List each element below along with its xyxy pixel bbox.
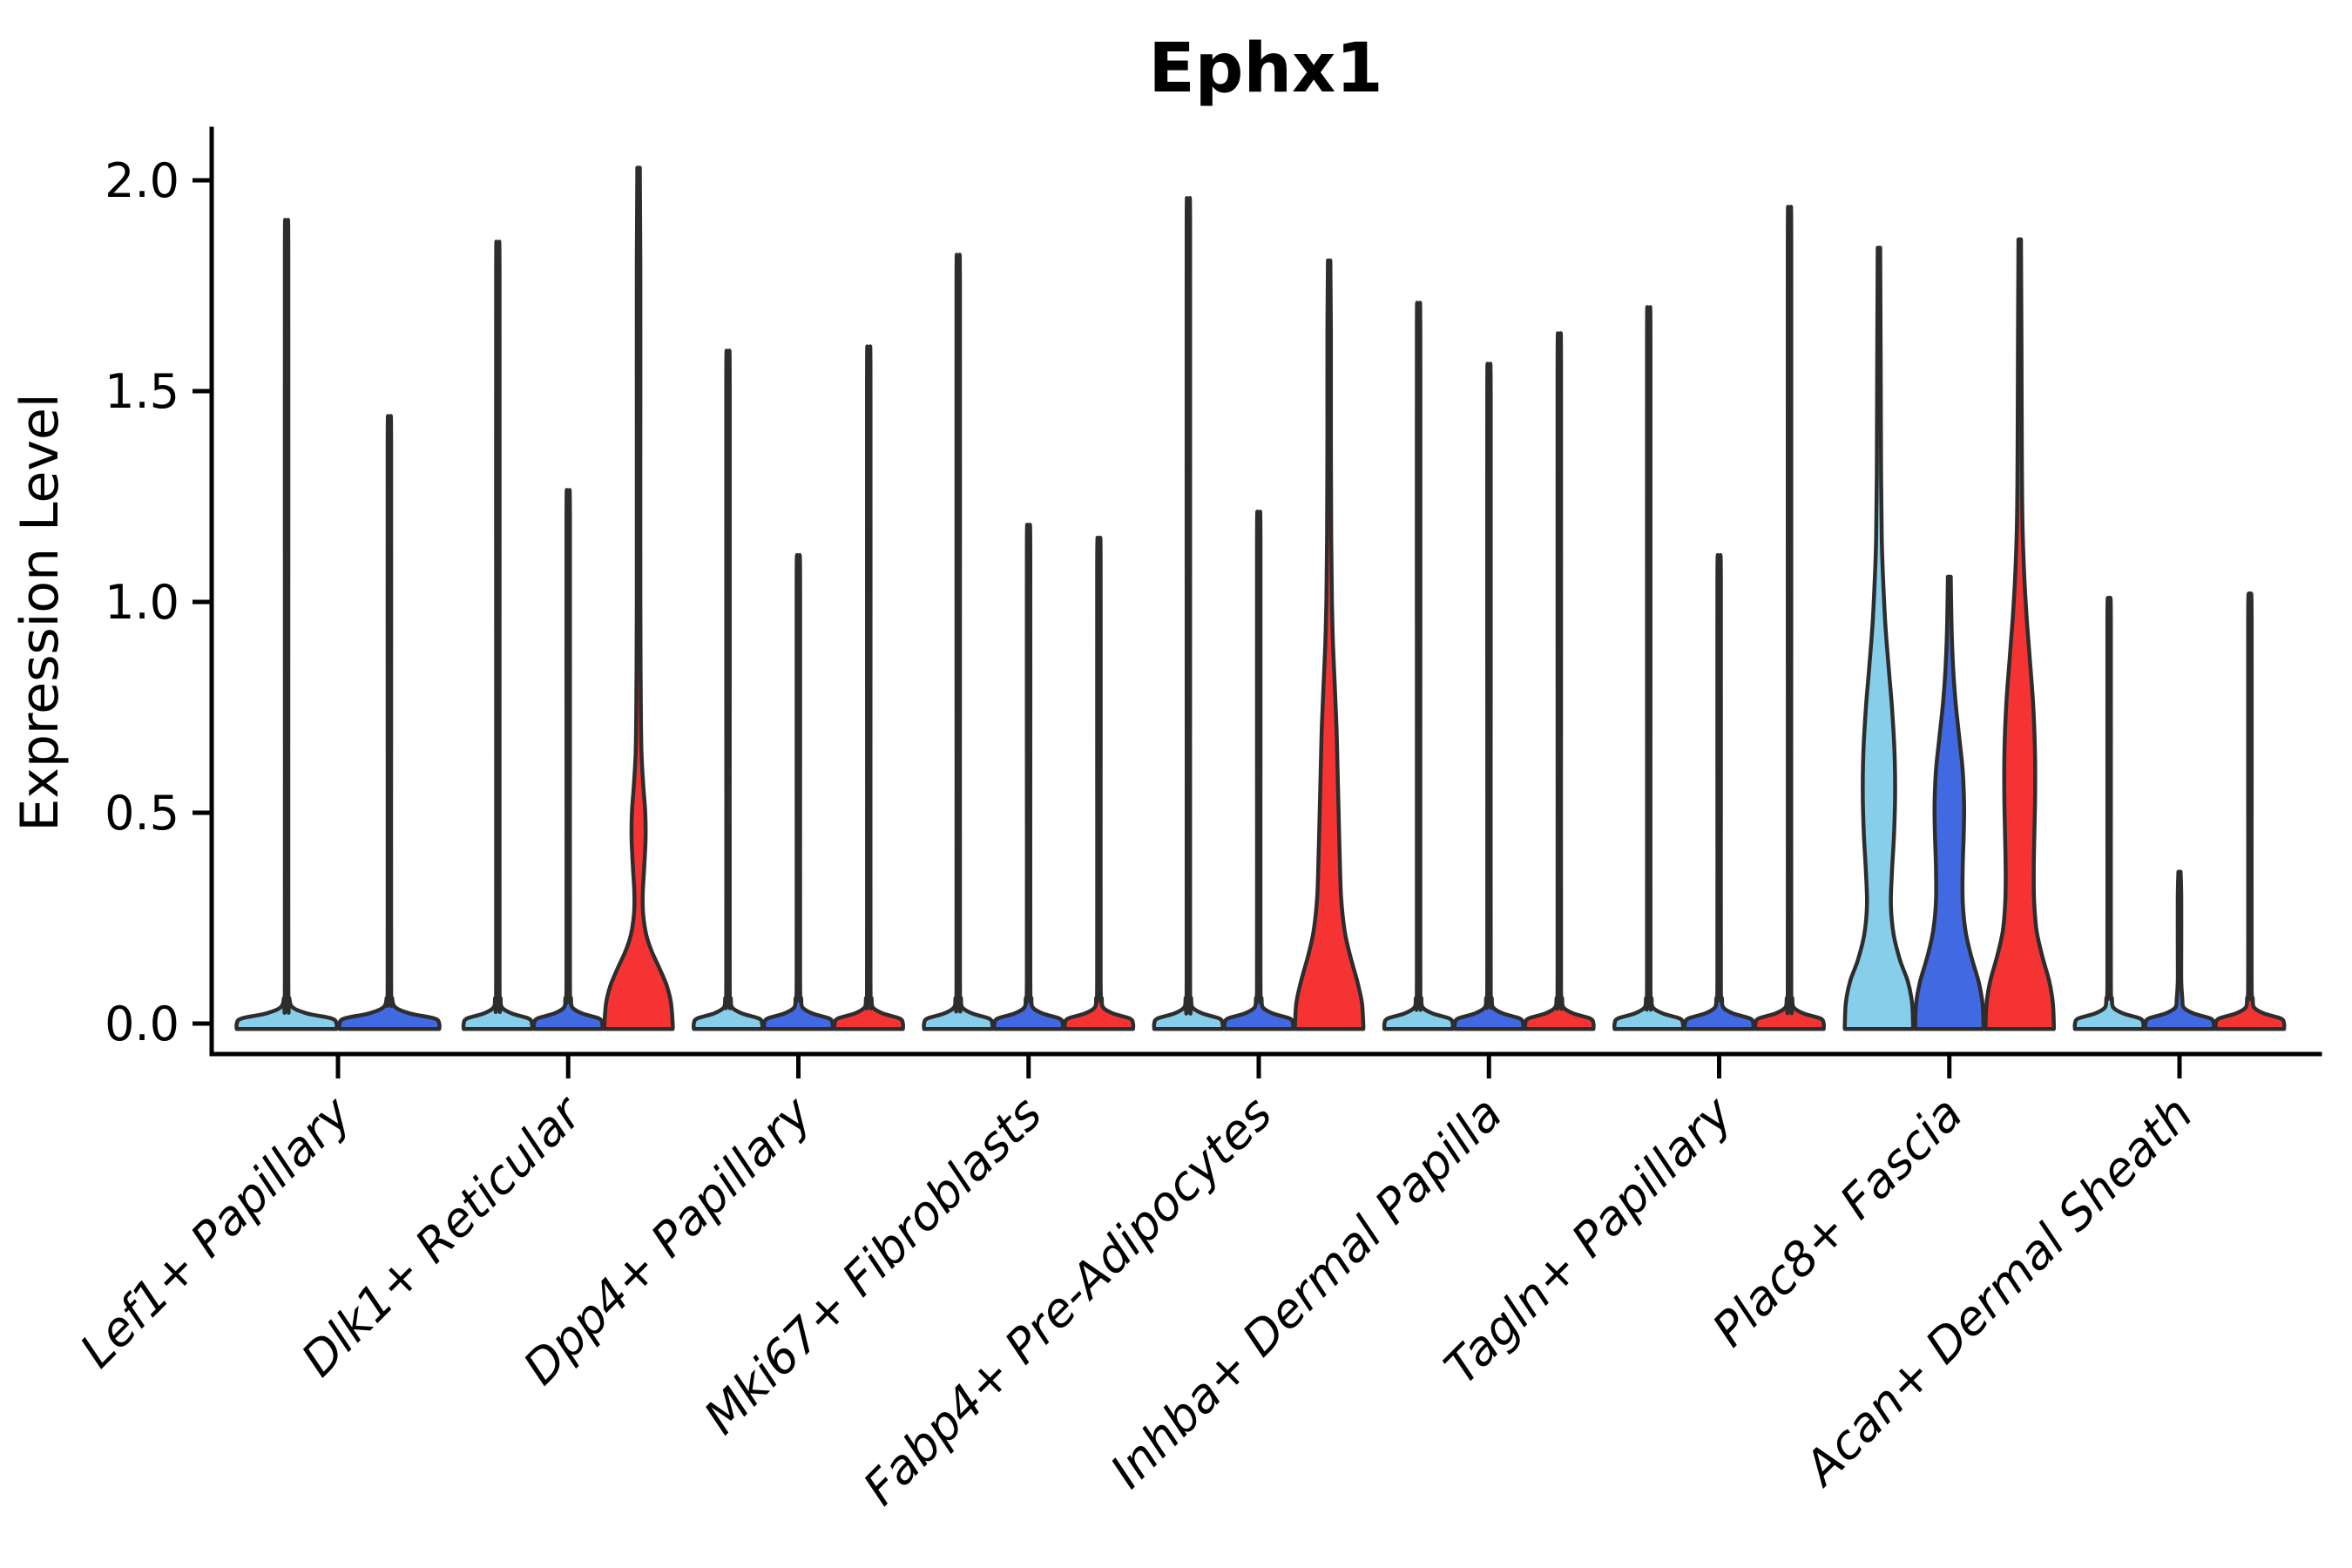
violin-group6-pos3	[1523, 331, 1596, 1031]
y-tick-label-0.5: 0.5	[105, 786, 179, 841]
chart-title: Ephx1	[1148, 30, 1382, 108]
violin-group3-pos3	[832, 344, 906, 1031]
violin-group2-pos2	[531, 488, 605, 1031]
y-tick-label-2.0: 2.0	[105, 153, 179, 208]
y-tick-label-0.0: 0.0	[105, 997, 179, 1051]
violin-group3-pos2	[761, 552, 835, 1031]
violin-group7-pos2	[1682, 552, 1756, 1031]
violin-group1-pos1	[234, 218, 339, 1031]
violin-group5-pos2	[1222, 510, 1295, 1031]
y-tick-label-1.5: 1.5	[105, 364, 179, 419]
violin-group8-pos2	[1913, 574, 1986, 1031]
violin-group9-pos2	[2143, 869, 2216, 1031]
violin-group8-pos3	[1984, 237, 2057, 1031]
violin-group6-pos2	[1452, 362, 1525, 1031]
violin-group2-pos3	[602, 166, 675, 1031]
y-tick-label-1.0: 1.0	[105, 575, 179, 630]
violin-group9-pos3	[2213, 591, 2287, 1031]
violin-group6-pos1	[1382, 301, 1456, 1031]
violin-group4-pos2	[992, 523, 1065, 1031]
violin-group7-pos1	[1612, 305, 1686, 1031]
violin-group4-pos1	[922, 253, 995, 1031]
violin-group1-pos2	[337, 414, 442, 1031]
violin-group5-pos3	[1293, 258, 1366, 1031]
violin-group2-pos1	[461, 240, 535, 1031]
y-axis-title: Expression Level	[10, 393, 71, 831]
violin-group8-pos1	[1842, 246, 1916, 1031]
violin-group4-pos3	[1062, 535, 1136, 1031]
violin-group9-pos1	[2072, 595, 2146, 1031]
violin-group7-pos3	[1753, 205, 1827, 1031]
violin-group3-pos1	[691, 348, 765, 1031]
violin-group5-pos1	[1152, 196, 1225, 1031]
